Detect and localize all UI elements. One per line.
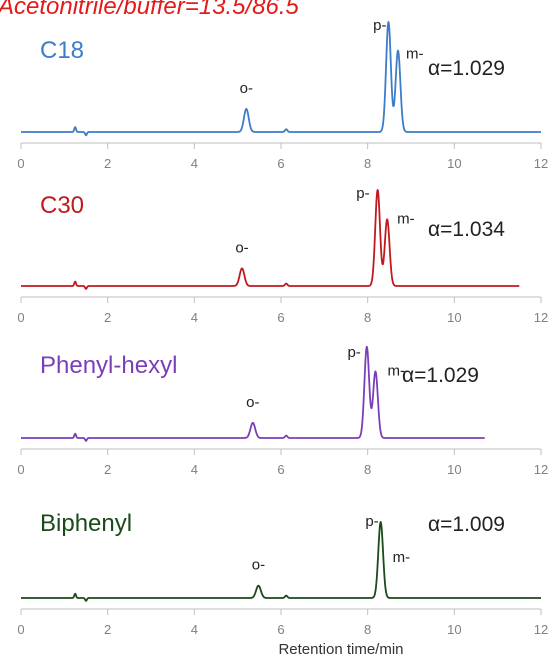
x-tick-label: 12: [534, 622, 548, 637]
peak-label-p: p-: [365, 513, 378, 530]
panel-1: 0 2 4 6 8 10 12 C30 o-p-m-α=1.034: [17, 185, 548, 325]
x-tick-label: 8: [364, 310, 371, 325]
peak-label-m: m-: [406, 46, 424, 63]
x-tick-label: 10: [447, 156, 461, 171]
x-axis-label: Retention time/min: [278, 641, 403, 658]
x-tick-label: 6: [277, 462, 284, 477]
peak-label-o: o-: [235, 239, 248, 256]
chromatogram-trace: [20, 521, 542, 602]
x-tick-label: 2: [104, 310, 111, 325]
x-tick-label: 12: [534, 156, 548, 171]
x-tick-label: 10: [447, 622, 461, 637]
x-tick-label: 4: [191, 462, 198, 477]
x-tick-label: 8: [364, 622, 371, 637]
peak-label-p: p-: [373, 17, 386, 34]
peak-label-o: o-: [240, 80, 253, 97]
x-tick-label: 0: [17, 310, 24, 325]
x-tick-label: 2: [104, 462, 111, 477]
figure-title: Acetonitrile/buffer=13.5/86.5: [0, 0, 300, 20]
x-tick-label: 6: [277, 310, 284, 325]
alpha-value: α=1.029: [428, 57, 505, 80]
x-tick-label: 4: [191, 622, 198, 637]
panel-column-label: Biphenyl: [40, 510, 132, 537]
x-tick-label: 10: [447, 462, 461, 477]
peak-label-m: m-: [397, 210, 415, 227]
x-tick-label: 0: [17, 462, 24, 477]
chromatogram-trace: [20, 189, 520, 290]
x-tick-label: 8: [364, 462, 371, 477]
x-tick-label: 2: [104, 156, 111, 171]
x-tick-label: 10: [447, 310, 461, 325]
x-tick-label: 0: [17, 156, 24, 171]
chromatogram-trace: [20, 345, 486, 442]
alpha-value: α=1.009: [428, 513, 505, 536]
x-tick-label: 6: [277, 156, 284, 171]
panel-column-label: C30: [40, 192, 84, 219]
panel-3: 0 2 4 6 8 10 12 Biphenyl o-p-m-α=1.009: [17, 510, 548, 637]
alpha-value: α=1.034: [428, 218, 505, 241]
x-tick-label: 4: [191, 156, 198, 171]
chromatogram-trace: [20, 21, 542, 137]
peak-label-m: m-: [393, 549, 411, 566]
peak-label-o: o-: [246, 394, 259, 411]
peak-label-m: m-: [387, 363, 405, 380]
x-tick-label: 0: [17, 622, 24, 637]
x-tick-label: 6: [277, 622, 284, 637]
x-tick-label: 2: [104, 622, 111, 637]
peak-label-p: p-: [347, 344, 360, 361]
panel-0: 0 2 4 6 8 10 12 C18 o-p-m-α=1.029: [17, 17, 548, 171]
peak-label-p: p-: [356, 185, 369, 202]
panel-column-label: Phenyl-hexyl: [40, 352, 177, 379]
x-tick-label: 12: [534, 462, 548, 477]
x-tick-label: 8: [364, 156, 371, 171]
alpha-value: α=1.029: [402, 364, 479, 387]
panel-column-label: C18: [40, 37, 84, 64]
peak-label-o: o-: [252, 557, 265, 574]
panels-group: 0 2 4 6 8 10 12 C18 o-p-m-α=1.029 0 2 4 6 8 10 12 C30 o-p…: [17, 17, 548, 637]
panel-2: 0 2 4 6 8 10 12 Phenyl-hexyl o-p-m-α=1.029: [17, 344, 548, 477]
x-tick-label: 12: [534, 310, 548, 325]
x-tick-label: 4: [191, 310, 198, 325]
